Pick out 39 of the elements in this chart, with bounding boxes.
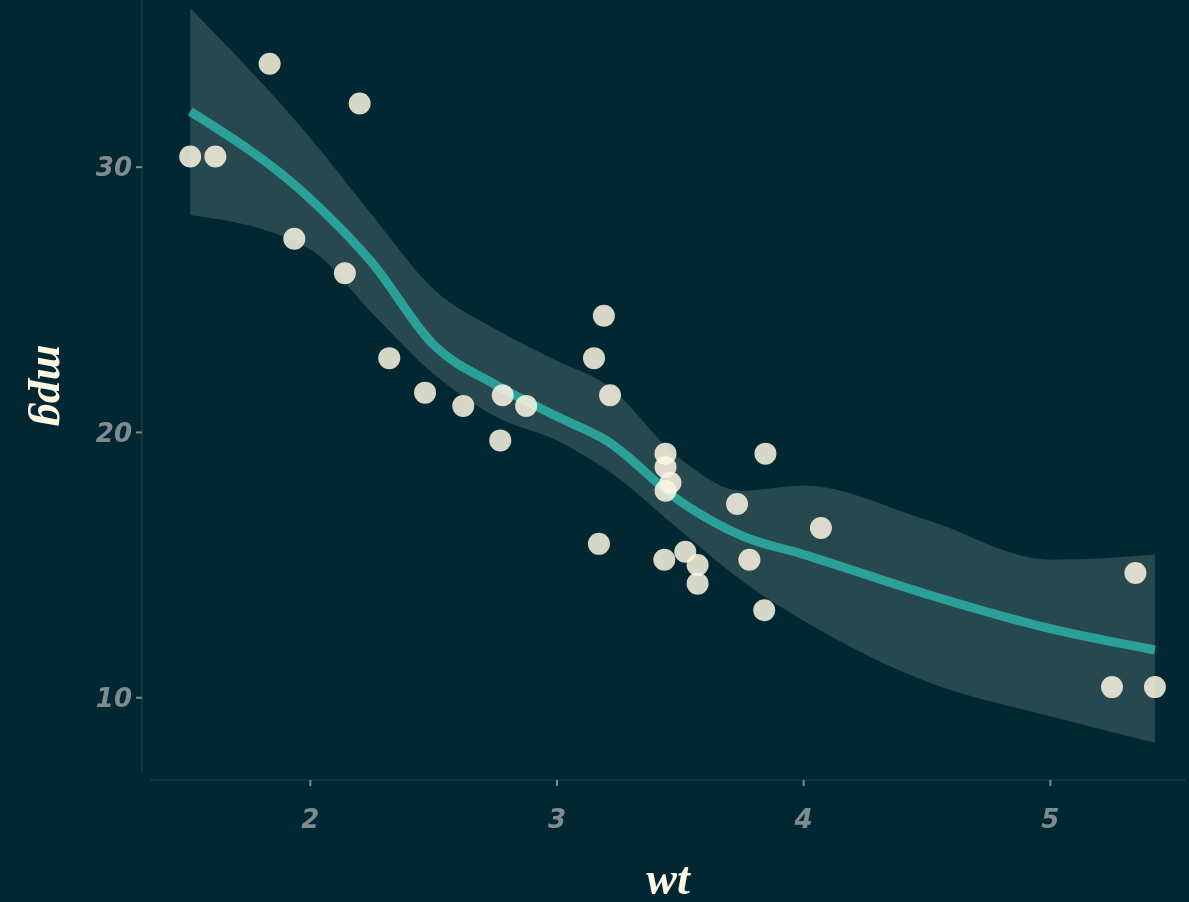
point <box>1101 676 1123 699</box>
x-tick-label: 4 <box>793 804 813 834</box>
point <box>378 347 401 370</box>
point <box>653 548 676 571</box>
point <box>179 145 202 168</box>
point <box>738 548 761 571</box>
point <box>258 52 281 75</box>
point <box>654 479 677 502</box>
point <box>726 493 749 516</box>
point <box>753 599 776 622</box>
point <box>414 381 437 404</box>
y-tick-label: 30 <box>95 152 132 183</box>
point <box>654 442 677 465</box>
point <box>674 540 697 563</box>
point <box>592 304 615 327</box>
point <box>204 145 227 168</box>
y-axis-title: mpg <box>28 345 79 427</box>
point <box>333 262 356 285</box>
y-tick-label: 10 <box>95 682 132 713</box>
point <box>583 347 605 370</box>
x-tick-label: 3 <box>547 804 567 834</box>
point <box>686 572 709 595</box>
point <box>587 532 610 555</box>
point <box>1143 676 1166 699</box>
point <box>809 516 832 539</box>
point <box>686 554 709 577</box>
point <box>489 429 512 452</box>
point <box>515 394 538 417</box>
x-axis-title: wt <box>646 853 691 902</box>
x-tick-label: 2 <box>301 804 320 834</box>
point <box>491 384 514 407</box>
x-tick-label: 5 <box>1041 804 1060 834</box>
point <box>599 384 622 407</box>
point <box>348 92 371 115</box>
point <box>452 394 475 417</box>
point <box>754 442 777 465</box>
y-tick-label: 20 <box>95 417 132 448</box>
point <box>283 227 306 250</box>
point <box>1124 562 1147 585</box>
